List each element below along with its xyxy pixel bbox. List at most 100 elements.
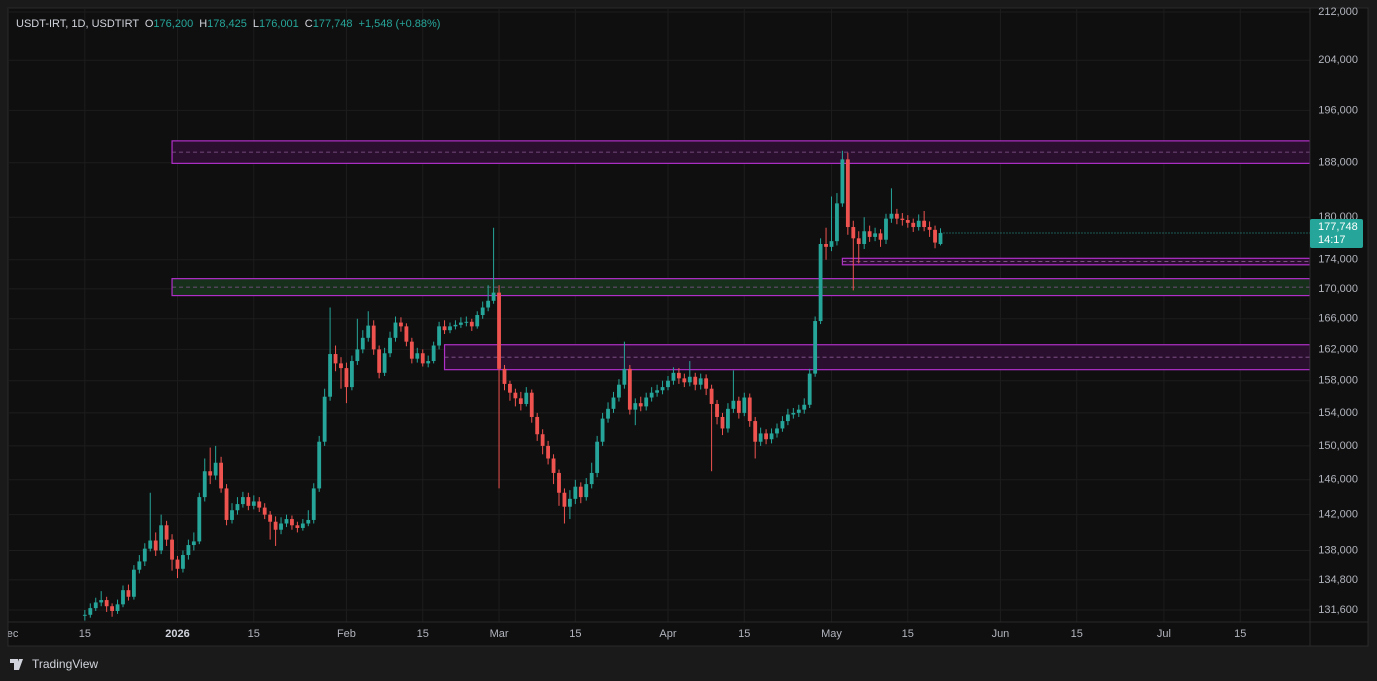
candle-body xyxy=(938,233,943,244)
candle-body xyxy=(698,378,703,385)
candle-body xyxy=(300,523,305,528)
candle-body xyxy=(115,604,120,611)
y-tick-label: 154,000 xyxy=(1318,407,1358,419)
candle-body xyxy=(905,220,910,223)
last-price-label: 177,748 xyxy=(1318,221,1358,233)
candle-body xyxy=(873,233,877,237)
y-tick-label: 188,000 xyxy=(1318,157,1358,169)
candle-body xyxy=(922,220,927,228)
candle-body xyxy=(131,569,136,597)
candle-body xyxy=(197,497,202,542)
candle-body xyxy=(273,521,278,530)
x-tick-label: 15 xyxy=(417,628,429,640)
x-tick-label: 15 xyxy=(738,628,750,640)
candle-body xyxy=(851,227,856,239)
candle-body xyxy=(224,488,229,520)
candle-body xyxy=(339,363,343,369)
y-tick-label: 162,000 xyxy=(1318,343,1358,355)
candle-body xyxy=(448,326,452,331)
candle-body xyxy=(104,600,109,607)
y-tick-label: 158,000 xyxy=(1318,375,1358,387)
candle-body xyxy=(835,203,839,242)
candle-body xyxy=(764,433,768,440)
candle-body xyxy=(617,384,621,398)
candle-body xyxy=(878,233,883,240)
candle-body xyxy=(251,501,256,506)
candle-body xyxy=(508,383,512,393)
legend: USDT-IRT, 1D, USDTIRT O176,200 H178,425 L17… xyxy=(16,18,440,30)
candle-body xyxy=(600,418,605,442)
zones-layer xyxy=(171,140,1310,371)
candle-body xyxy=(246,497,251,506)
candle-body xyxy=(164,525,169,540)
x-tick-label: Jul xyxy=(1157,628,1171,640)
change: +1,548 (+0.88%) xyxy=(359,18,441,30)
candle-body xyxy=(551,458,556,473)
countdown-label: 14:17 xyxy=(1318,234,1346,246)
candle-body xyxy=(202,471,207,498)
candle-body xyxy=(404,326,409,342)
candle-body xyxy=(279,523,283,530)
candle-body xyxy=(606,408,610,419)
candle-body xyxy=(633,403,638,410)
candle-body xyxy=(126,590,131,597)
candle-body xyxy=(295,525,300,528)
candle-body xyxy=(589,472,594,485)
candle-body xyxy=(240,497,245,505)
candle-body xyxy=(649,392,654,398)
candle-body xyxy=(409,341,414,359)
candle-body xyxy=(671,372,676,381)
candle-body xyxy=(557,472,561,493)
candle-body xyxy=(693,376,698,385)
y-tick-label: 174,000 xyxy=(1318,254,1358,266)
candle-body xyxy=(453,324,458,327)
candle-body xyxy=(933,229,937,243)
candle-body xyxy=(775,428,779,434)
candle-body xyxy=(82,614,87,616)
candle-body xyxy=(687,376,692,383)
candle-body xyxy=(175,559,180,569)
y-tick-label: 150,000 xyxy=(1318,440,1358,452)
footer: TradingView xyxy=(10,657,98,671)
candle-body xyxy=(464,321,469,323)
candle-body xyxy=(731,400,736,409)
candle-body xyxy=(480,307,485,316)
candle-body xyxy=(856,238,861,244)
candle-body xyxy=(720,416,725,429)
candle-body xyxy=(148,540,153,549)
candle-body xyxy=(818,243,823,322)
symbol: USDT-IRT, 1D, USDTIRT xyxy=(16,18,139,30)
candle-body xyxy=(137,561,142,570)
candle-body xyxy=(889,213,894,219)
candle-body xyxy=(388,337,392,354)
candle-body xyxy=(93,602,98,609)
y-tick-label: 166,000 xyxy=(1318,313,1358,325)
candle-body xyxy=(262,507,267,515)
candle-body xyxy=(344,368,349,388)
candle-body xyxy=(230,510,234,520)
low-value: 176,001 xyxy=(259,18,299,30)
candle-body xyxy=(322,396,327,442)
candle-body xyxy=(709,388,714,404)
candle-body xyxy=(257,501,262,508)
x-tick-label: 15 xyxy=(79,628,91,640)
candle-body xyxy=(469,321,474,327)
x-tick-label: 15 xyxy=(248,628,260,640)
candle-body xyxy=(502,368,507,384)
high-label: H xyxy=(199,18,207,30)
candle-body xyxy=(546,445,551,459)
y-tick-label: 138,000 xyxy=(1318,544,1358,556)
price-axis: 131,600 134,800 138,000 142,000 146,000 150,0… xyxy=(1318,6,1358,616)
candle-body xyxy=(578,486,583,498)
x-tick-label: 15 xyxy=(569,628,581,640)
candle-body xyxy=(758,433,763,442)
candles-layer xyxy=(82,150,943,621)
candle-body xyxy=(110,606,115,611)
candle-body xyxy=(366,325,371,338)
x-tick-label: 15 xyxy=(902,628,914,640)
candle-body xyxy=(704,378,709,389)
candle-body xyxy=(584,484,589,498)
candle-body xyxy=(142,548,147,562)
x-tick-label: Mar xyxy=(490,628,509,640)
